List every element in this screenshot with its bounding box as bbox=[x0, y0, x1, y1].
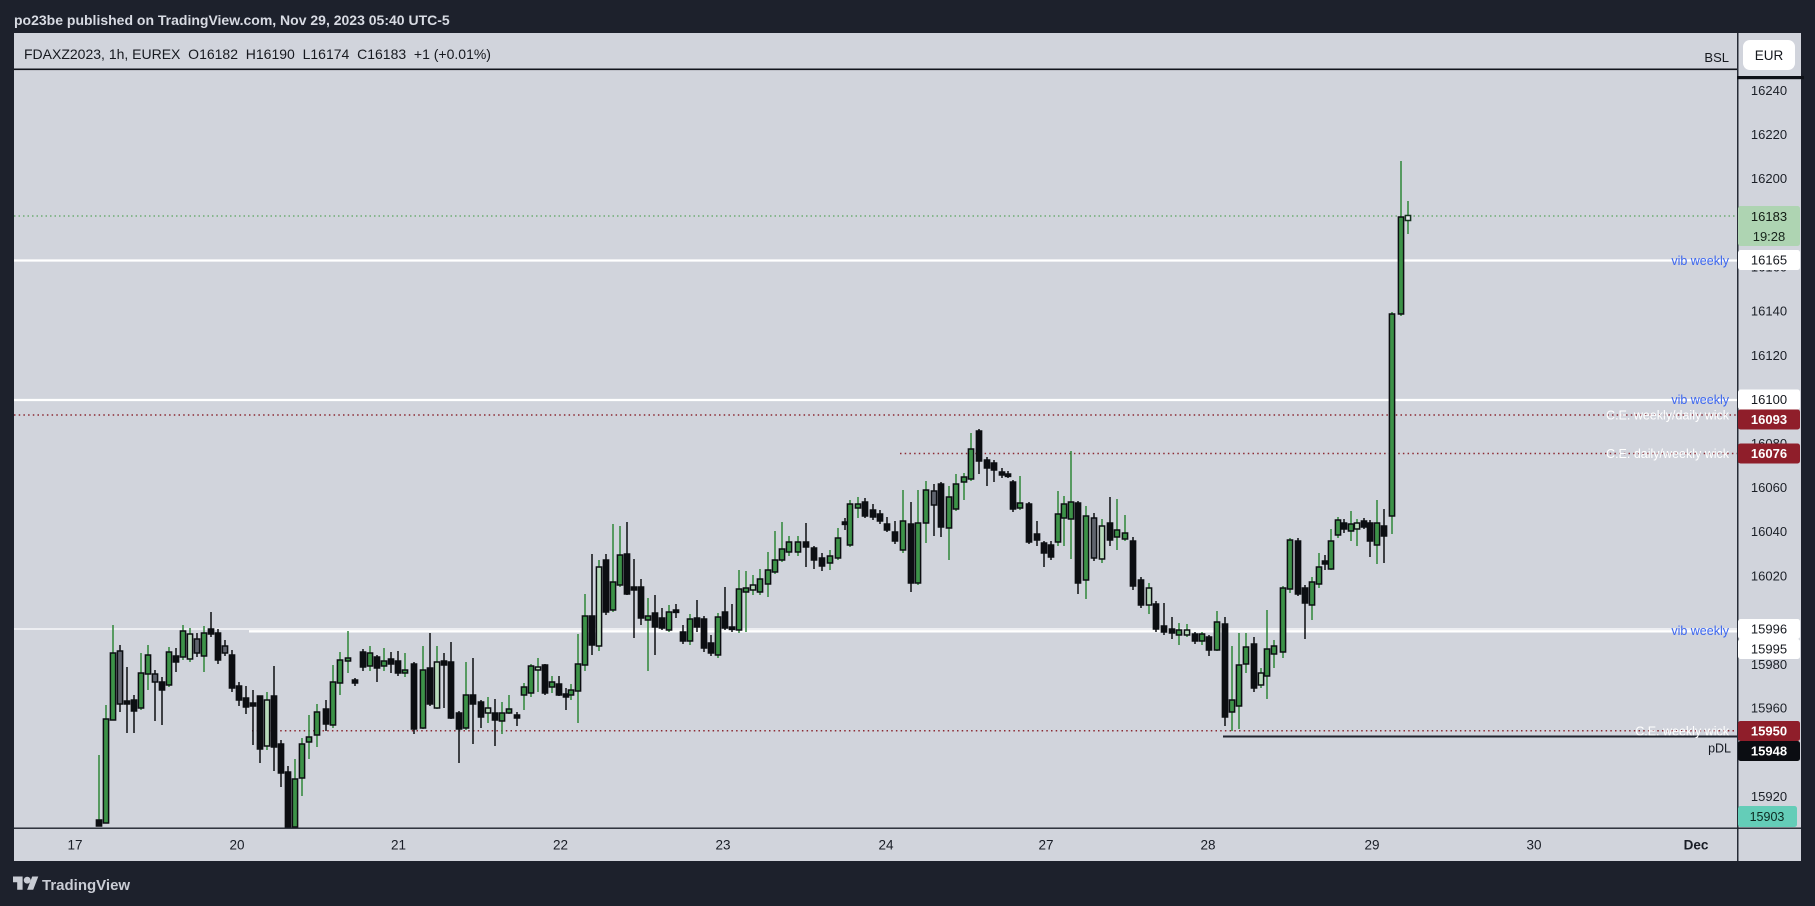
svg-text:15996: 15996 bbox=[1751, 622, 1787, 637]
svg-text:15960: 15960 bbox=[1751, 701, 1787, 716]
svg-text:15903: 15903 bbox=[1750, 810, 1785, 824]
svg-text:28: 28 bbox=[1200, 838, 1215, 853]
svg-text:16240: 16240 bbox=[1751, 83, 1787, 98]
svg-text:19:28: 19:28 bbox=[1753, 229, 1786, 244]
svg-text:16200: 16200 bbox=[1751, 171, 1787, 186]
svg-text:15995: 15995 bbox=[1751, 642, 1787, 657]
svg-text:30: 30 bbox=[1526, 838, 1541, 853]
svg-text:vib weekly: vib weekly bbox=[1671, 624, 1729, 638]
svg-text:29: 29 bbox=[1364, 838, 1379, 853]
svg-text:16060: 16060 bbox=[1751, 480, 1787, 495]
svg-text:16220: 16220 bbox=[1751, 127, 1787, 142]
svg-text:C.E. daily/weekly wick: C.E. daily/weekly wick bbox=[1606, 447, 1730, 461]
svg-text:16076: 16076 bbox=[1751, 446, 1787, 461]
svg-text:15980: 15980 bbox=[1751, 657, 1787, 672]
svg-text:vib weekly: vib weekly bbox=[1671, 254, 1729, 268]
svg-text:C.E. weekly wick: C.E. weekly wick bbox=[1635, 725, 1730, 739]
svg-text:BSL: BSL bbox=[1704, 50, 1729, 65]
svg-text:FDAXZ2023, 1h, EUREX O16182: FDAXZ2023, 1h, EUREX O16182 H16190 L1617… bbox=[24, 46, 491, 62]
svg-text:23: 23 bbox=[715, 838, 730, 853]
svg-text:15950: 15950 bbox=[1751, 724, 1787, 739]
svg-text:TradingView: TradingView bbox=[42, 877, 130, 894]
svg-text:Dec: Dec bbox=[1684, 838, 1709, 853]
svg-text:16040: 16040 bbox=[1751, 524, 1787, 539]
svg-text:17: 17 bbox=[67, 838, 82, 853]
svg-text:16120: 16120 bbox=[1751, 348, 1787, 363]
svg-text:C.E. weekly/daily wick: C.E. weekly/daily wick bbox=[1606, 409, 1730, 423]
svg-text:po23be published on TradingVie: po23be published on TradingView.com, Nov… bbox=[14, 12, 450, 28]
svg-text:EUR: EUR bbox=[1755, 48, 1784, 63]
svg-text:21: 21 bbox=[391, 838, 406, 853]
svg-text:16183: 16183 bbox=[1751, 209, 1787, 224]
svg-text:16140: 16140 bbox=[1751, 304, 1787, 319]
svg-text:15920: 15920 bbox=[1751, 789, 1787, 804]
svg-text:24: 24 bbox=[878, 838, 894, 853]
svg-text:16020: 16020 bbox=[1751, 568, 1787, 583]
svg-text:16093: 16093 bbox=[1751, 412, 1787, 427]
svg-text:27: 27 bbox=[1038, 838, 1053, 853]
svg-text:pDL: pDL bbox=[1708, 742, 1731, 756]
svg-text:vib weekly: vib weekly bbox=[1671, 393, 1729, 407]
svg-text:15948: 15948 bbox=[1751, 744, 1787, 759]
svg-text:16100: 16100 bbox=[1751, 392, 1787, 407]
svg-text:22: 22 bbox=[553, 838, 568, 853]
svg-text:16165: 16165 bbox=[1751, 253, 1787, 268]
svg-text:20: 20 bbox=[229, 838, 244, 853]
